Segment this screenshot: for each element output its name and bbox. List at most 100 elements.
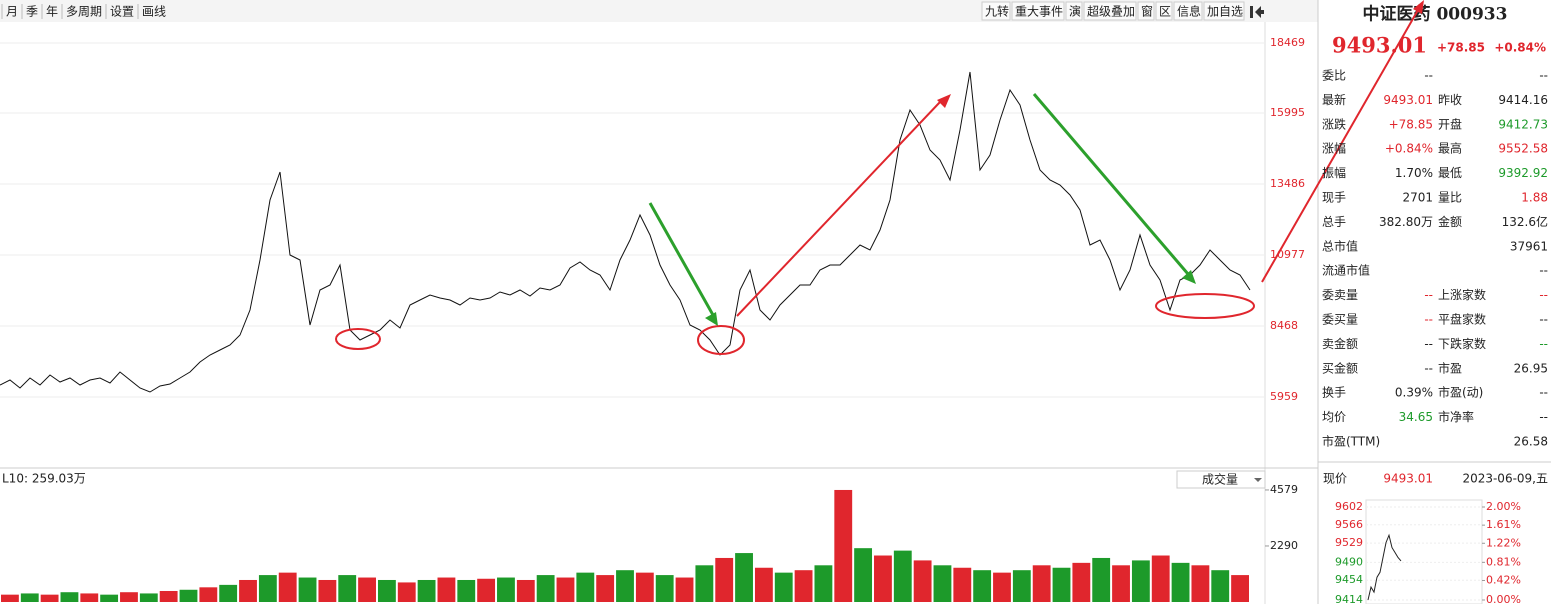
quote-value: -- — [1539, 264, 1548, 278]
arrow-head — [705, 312, 718, 326]
quote-label: 均价 — [1322, 410, 1346, 424]
volume-bar — [358, 577, 376, 602]
quote-value: 9414.16 — [1498, 93, 1548, 107]
quote-label: 现手 — [1322, 191, 1346, 205]
volume-bar — [1012, 570, 1031, 602]
y-tick-label: 10977 — [1270, 248, 1305, 261]
quote-label: 平盘家数 — [1438, 312, 1486, 327]
volume-bar — [893, 550, 912, 602]
y-tick-label: 9490 — [1335, 555, 1363, 568]
quote-value: 9392.92 — [1498, 166, 1548, 180]
volume-bar — [278, 572, 297, 602]
y-tick-label: 9602 — [1335, 500, 1363, 513]
quote-value: 1.88 — [1521, 191, 1548, 205]
volume-bar — [1092, 557, 1111, 602]
quote-value: 132.6亿 — [1502, 214, 1548, 229]
volume-bar — [338, 575, 357, 602]
volume-bar — [993, 572, 1011, 602]
toolbar-button[interactable]: 季 — [26, 5, 38, 19]
volume-bar — [1231, 575, 1249, 602]
y-tick-label: 15995 — [1270, 106, 1305, 119]
quote-value: +0.84% — [1385, 142, 1433, 156]
toolbar-button[interactable]: 信息 — [1177, 4, 1201, 19]
volume-bar — [516, 579, 535, 602]
volume-bar — [774, 572, 793, 602]
intraday-line — [1367, 533, 1402, 601]
quote-value: -- — [1424, 313, 1433, 327]
quote-label: 涨跌 — [1322, 116, 1346, 131]
y-tick-label: 2290 — [1270, 539, 1298, 552]
volume-bar — [477, 578, 496, 602]
quote-label: 最新 — [1322, 92, 1346, 107]
arrow — [1261, 9, 1419, 283]
toolbar-button[interactable]: 加自选 — [1207, 5, 1243, 19]
volume-bar — [556, 577, 575, 602]
volume-bar — [675, 577, 694, 602]
volume-bar — [417, 579, 436, 602]
toolbar-button[interactable]: 画线 — [142, 5, 166, 19]
toolbar-icon[interactable] — [1250, 6, 1264, 18]
arrow-head — [937, 94, 951, 108]
arrow-head — [1413, 0, 1424, 14]
y-tick-label: 5959 — [1270, 390, 1298, 403]
volume-bar — [1, 594, 19, 602]
toolbar-button[interactable]: 年 — [46, 5, 58, 19]
volume-bar — [854, 548, 873, 602]
toolbar-button-bg — [1083, 1, 1137, 21]
toolbar-button[interactable]: 重大事件 — [1015, 5, 1063, 19]
ellipse — [335, 328, 381, 350]
volume-bar — [318, 579, 337, 602]
volume-bar — [794, 570, 813, 602]
quote-label: 昨收 — [1438, 93, 1462, 107]
y-tick-label: 9566 — [1335, 518, 1363, 531]
quote-value: 0.39% — [1395, 386, 1433, 400]
toolbar-button[interactable]: 月 — [6, 5, 18, 19]
toolbar-button-bg — [1155, 1, 1173, 21]
quote-value: -- — [1424, 361, 1433, 375]
toolbar-button[interactable]: 区 — [1159, 5, 1171, 19]
quote-label: 买金额 — [1322, 360, 1358, 375]
quote-label: 振幅 — [1322, 165, 1346, 180]
quote-value: -- — [1424, 69, 1433, 83]
volume-bar — [754, 567, 773, 602]
toolbar-button[interactable]: 设置 — [110, 5, 134, 19]
toolbar-button[interactable]: 演 — [1069, 4, 1081, 19]
toolbar-button[interactable]: 多周期 — [66, 5, 102, 19]
toolbar-button[interactable]: 超级叠加 — [1087, 4, 1135, 19]
quote-label: 量比 — [1438, 191, 1462, 205]
quote-label: 卖金额 — [1322, 336, 1358, 351]
volume-bar — [139, 593, 158, 602]
volume-bar — [80, 593, 99, 602]
quote-label: 市盈(TTM) — [1322, 434, 1380, 449]
volume-bar — [397, 582, 416, 602]
y-tick-label: 9454 — [1335, 573, 1363, 586]
quote-pct: +0.84% — [1494, 41, 1546, 55]
volume-bar — [735, 553, 753, 602]
toolbar-button[interactable]: 窗 — [1141, 5, 1153, 19]
arrow-head — [1182, 270, 1196, 284]
quote-value: 26.95 — [1514, 361, 1548, 375]
indicator-select-label[interactable]: 成交量 — [1202, 472, 1238, 487]
quote-label: 流通市值 — [1322, 263, 1370, 278]
indicator-select[interactable] — [1176, 470, 1266, 489]
volume-bar — [179, 589, 198, 602]
volume-bar — [100, 594, 119, 602]
arrow — [1032, 93, 1190, 275]
price-line — [0, 71, 1251, 393]
volume-bar — [1052, 567, 1071, 602]
toolbar-button[interactable]: 九转 — [985, 4, 1009, 19]
y2-tick-label: 1.61% — [1486, 518, 1521, 531]
volume-bar — [457, 579, 476, 602]
quote-value: 37961 — [1510, 239, 1548, 253]
volume-bar — [1072, 562, 1091, 602]
mini-label: 现价 — [1323, 472, 1347, 486]
volume-bar — [635, 572, 654, 602]
quote-label: 金额 — [1438, 214, 1462, 229]
quote-value: -- — [1539, 288, 1548, 302]
quote-price: 9493.01 — [1332, 33, 1427, 58]
toolbar-button-bg — [1203, 1, 1245, 21]
y-tick-label: 18469 — [1270, 36, 1305, 49]
volume-bar — [1211, 570, 1230, 602]
volume-bar — [1171, 562, 1190, 602]
